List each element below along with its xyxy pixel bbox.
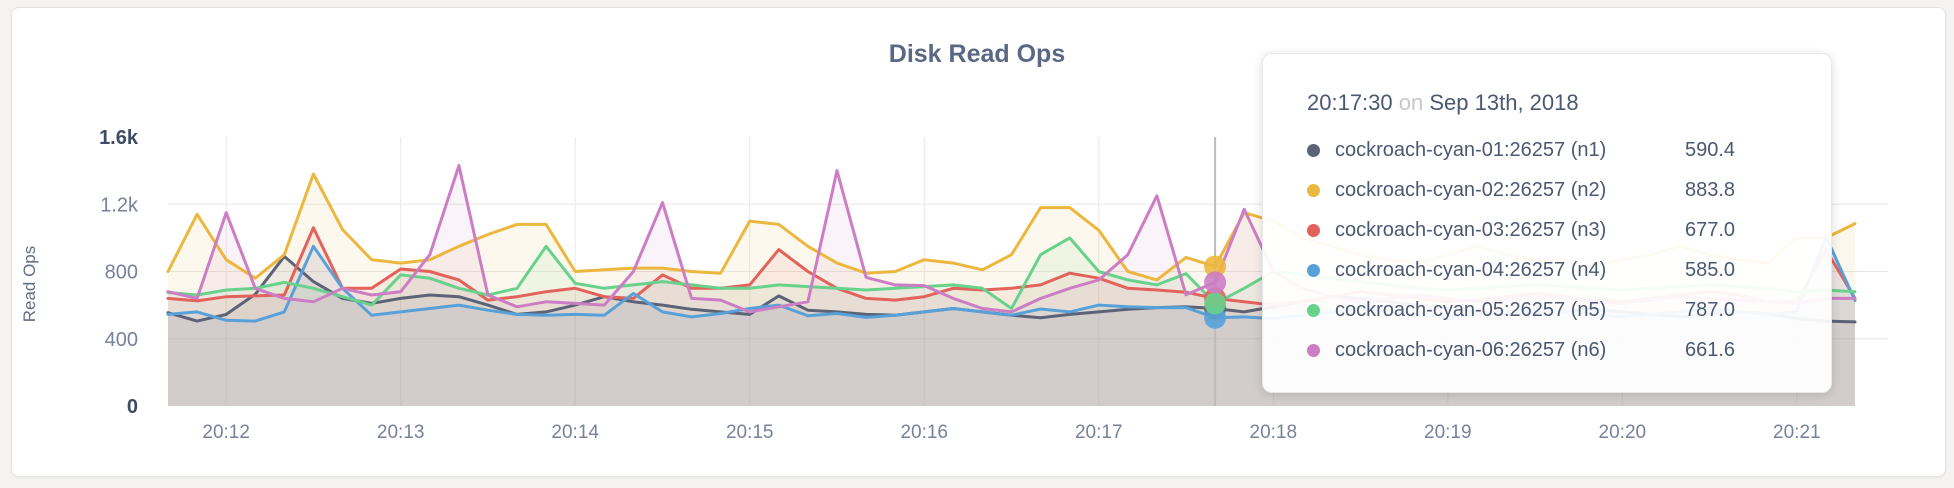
series-value: 787.0 [1685, 298, 1736, 321]
x-tick-label: 20:17 [1075, 422, 1123, 443]
tooltip-date: Sep 13th, 2018 [1429, 90, 1579, 115]
x-tick-label: 20:16 [900, 422, 948, 443]
hover-point-dot-n2 [1204, 255, 1227, 278]
hover-point-dot-n5 [1204, 292, 1227, 315]
tooltip-time: 20:17:30 [1307, 90, 1393, 115]
x-tick-label: 20:12 [202, 422, 250, 443]
series-color-dot [1307, 303, 1320, 317]
series-value: 590.4 [1685, 138, 1736, 161]
x-tick-label: 20:19 [1424, 422, 1472, 443]
series-color-dot [1307, 143, 1320, 157]
x-tick-label: 20:13 [377, 422, 425, 443]
series-value: 677.0 [1685, 218, 1736, 241]
tooltip-series-row: cockroach-cyan-04:26257 (n4) 585.0 [1307, 250, 1787, 290]
series-color-dot [1307, 223, 1320, 237]
tooltip-preposition: on [1398, 90, 1424, 115]
x-tick-label: 20:14 [551, 422, 599, 443]
series-value: 883.8 [1685, 178, 1736, 201]
chart-tooltip: 20:17:30 on Sep 13th, 2018 cockroach-cya… [1262, 53, 1832, 393]
series-label: cockroach-cyan-06:26257 (n6) [1335, 338, 1607, 361]
y-tick-label: 800 [105, 262, 138, 284]
series-label: cockroach-cyan-02:26257 (n2) [1335, 178, 1607, 201]
y-tick-label: 0 [127, 396, 138, 418]
tooltip-title: 20:17:30 on Sep 13th, 2018 [1307, 90, 1787, 116]
x-tick-label: 20:20 [1599, 422, 1647, 443]
tooltip-series-row: cockroach-cyan-02:26257 (n2) 883.8 [1307, 170, 1787, 210]
chart-title: Disk Read Ops [888, 40, 1066, 68]
tooltip-rows: cockroach-cyan-01:26257 (n1) 590.4 cockroa… [1307, 130, 1787, 370]
tooltip-series-row: cockroach-cyan-06:26257 (n6) 661.6 [1307, 330, 1787, 370]
series-label: cockroach-cyan-04:26257 (n4) [1335, 258, 1607, 281]
tooltip-series-row: cockroach-cyan-05:26257 (n5) 787.0 [1307, 290, 1787, 330]
x-tick-label: 20:15 [726, 422, 774, 443]
series-label: cockroach-cyan-01:26257 (n1) [1335, 138, 1607, 161]
series-value: 661.6 [1685, 338, 1736, 361]
series-color-dot [1307, 183, 1320, 197]
x-tick-label: 20:18 [1250, 422, 1298, 443]
hover-point-dot-n6 [1204, 271, 1227, 294]
series-value: 585.0 [1685, 258, 1736, 281]
series-label: cockroach-cyan-03:26257 (n3) [1335, 218, 1607, 241]
y-tick-label: 400 [105, 329, 138, 351]
y-tick-label: 1.2k [100, 194, 139, 216]
y-tick-label: 1.6k [99, 127, 139, 149]
series-label: cockroach-cyan-05:26257 (n5) [1335, 298, 1607, 321]
series-color-dot [1307, 263, 1320, 277]
series-color-dot [1307, 343, 1320, 357]
tooltip-series-row: cockroach-cyan-03:26257 (n3) 677.0 [1307, 210, 1787, 250]
y-axis-title: Read Ops [20, 245, 39, 323]
x-tick-label: 20:21 [1773, 422, 1821, 443]
tooltip-series-row: cockroach-cyan-01:26257 (n1) 590.4 [1307, 130, 1787, 170]
